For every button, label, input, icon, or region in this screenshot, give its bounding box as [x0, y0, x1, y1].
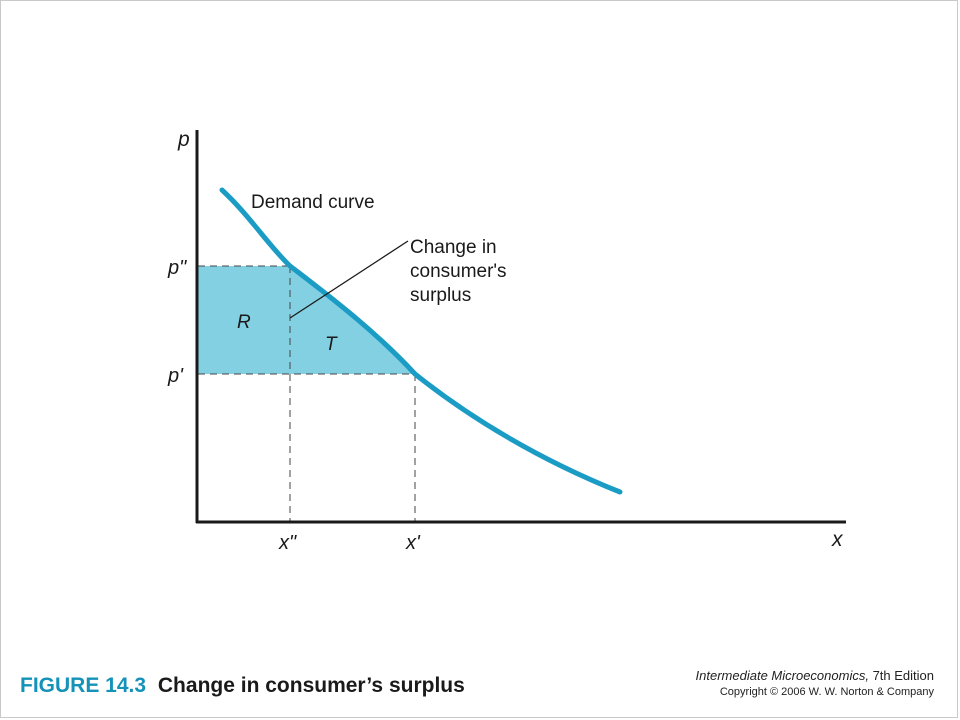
book-title: Intermediate Microeconomics, 7th Edition — [696, 667, 934, 684]
demand-curve-label: Demand curve — [251, 192, 375, 213]
figure-caption: FIGURE 14.3 Change in consumer’s surplus — [20, 674, 465, 698]
figure-number: FIGURE 14.3 — [20, 674, 147, 697]
tick-label-p-low: p' — [167, 365, 184, 387]
annotation-line-3: surplus — [410, 285, 471, 306]
y-axis-label: p — [177, 128, 190, 151]
region-r-fill — [198, 266, 290, 374]
demand-curve — [219, 187, 623, 495]
figure-title: Change in consumer’s surplus — [157, 674, 465, 697]
annotation-line-2: consumer's — [410, 261, 507, 282]
book-info: Intermediate Microeconomics, 7th Edition… — [696, 667, 934, 700]
book-title-italic: Intermediate Microeconomics, — [695, 668, 869, 683]
dashed-guides — [198, 265, 416, 522]
annotation-line-1: Change in — [410, 237, 497, 258]
x-axis-label: x — [831, 528, 844, 551]
region-r-label: R — [237, 312, 251, 333]
book-edition: 7th Edition — [868, 668, 934, 683]
region-t-label: T — [325, 334, 338, 355]
tick-label-x-low: x" — [278, 532, 297, 554]
copyright: Copyright © 2006 W. W. Norton & Company — [719, 686, 934, 698]
axes — [195, 130, 846, 524]
tick-label-p-high: p" — [167, 257, 187, 279]
tick-label-x-high: x' — [405, 532, 421, 554]
annotation-leader-line — [289, 240, 409, 319]
